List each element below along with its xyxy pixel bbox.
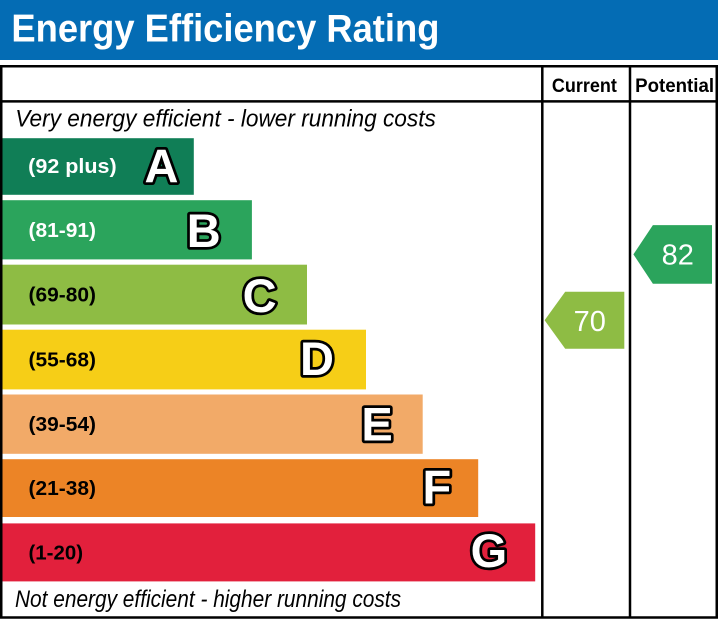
svg-text:(92 plus): (92 plus): [28, 156, 117, 178]
svg-text:Very energy efficient - lower: Very energy efficient - lower running co…: [15, 106, 436, 133]
svg-text:E: E: [361, 398, 392, 451]
svg-text:Energy Efficiency Rating: Energy Efficiency Rating: [11, 8, 439, 51]
svg-text:(1-20): (1-20): [29, 542, 84, 564]
svg-text:C: C: [243, 269, 277, 322]
svg-text:A: A: [145, 139, 179, 192]
svg-text:Not energy efficient - higher: Not energy efficient - higher running co…: [15, 586, 401, 613]
svg-text:70: 70: [574, 306, 606, 338]
svg-text:G: G: [471, 524, 508, 577]
svg-text:(39-54): (39-54): [29, 414, 97, 436]
svg-text:(21-38): (21-38): [29, 478, 97, 500]
svg-text:F: F: [422, 461, 451, 514]
svg-text:Current: Current: [552, 75, 617, 97]
svg-text:D: D: [300, 332, 334, 385]
svg-text:82: 82: [662, 239, 694, 271]
svg-text:B: B: [187, 204, 221, 257]
svg-text:Potential: Potential: [635, 75, 714, 97]
svg-text:(55-68): (55-68): [29, 350, 97, 372]
svg-text:(81-91): (81-91): [29, 220, 97, 242]
svg-text:(69-80): (69-80): [29, 285, 97, 307]
